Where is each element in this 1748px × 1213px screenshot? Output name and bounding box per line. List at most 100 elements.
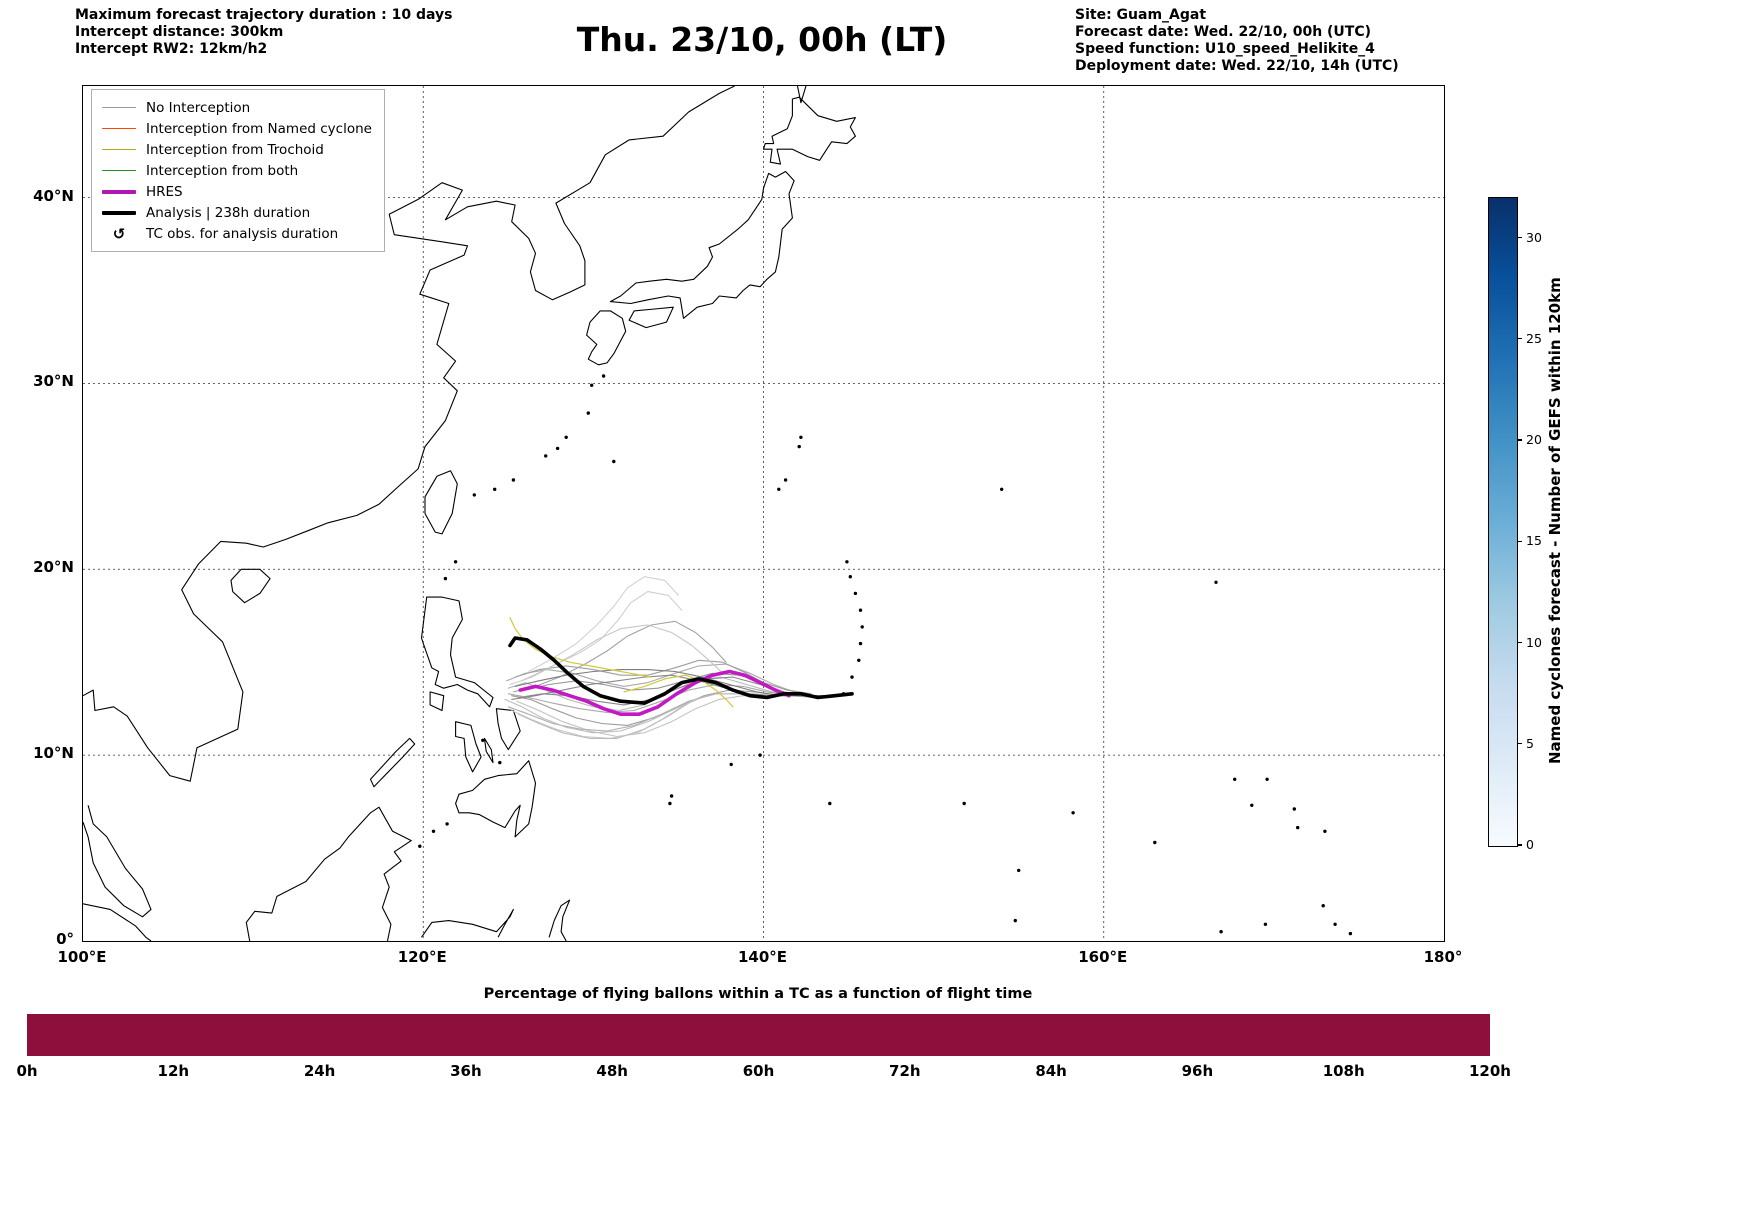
y-tick-label: 30°N	[33, 372, 74, 391]
coastline	[455, 760, 537, 838]
legend-line	[102, 107, 136, 108]
coastline	[762, 96, 856, 165]
page-title: Thu. 23/10, 00h (LT)	[576, 20, 948, 59]
legend-line-swatch	[102, 210, 136, 215]
legend-item: ↺ TC obs. for analysis duration	[102, 223, 372, 244]
coastline	[424, 470, 458, 535]
tc-obs-marker-icon: ↺	[102, 225, 136, 243]
y-tick-label: 0°	[56, 930, 74, 948]
island-dot	[1265, 777, 1269, 781]
legend-line-swatch	[102, 107, 136, 108]
island-dot	[858, 608, 863, 612]
legend-line-swatch	[102, 170, 136, 171]
coastline	[83, 903, 152, 941]
trajectory-no-interception-4	[516, 695, 765, 738]
island-dot	[601, 374, 606, 378]
legend-line	[102, 210, 136, 215]
island-dot	[431, 829, 436, 833]
trajectory-no-interception-12	[524, 672, 812, 695]
island-dot	[797, 444, 801, 449]
coastline	[369, 737, 416, 788]
legend-item-label: Interception from both	[146, 162, 299, 179]
island-dot	[845, 560, 849, 564]
trajectory-no-interception-9	[514, 659, 768, 686]
island-dot	[858, 641, 863, 646]
bottom-tick-label: 108h	[1322, 1062, 1365, 1080]
island-dot	[1214, 580, 1218, 584]
map-plot-area: No Interception Interception from Named c…	[82, 85, 1445, 942]
trajectory-no-interception-10	[504, 693, 717, 734]
colorbar-tick	[1517, 236, 1522, 239]
island-dot	[612, 459, 616, 464]
colorbar-tick-label: 5	[1526, 735, 1534, 751]
header-right-info: Site: Guam_Agat Forecast date: Wed. 22/10…	[1075, 7, 1399, 75]
colorbar-tick	[1517, 641, 1522, 644]
coastline	[420, 596, 494, 708]
bottom-tick-label: 48h	[596, 1062, 628, 1080]
island-dot	[1263, 922, 1268, 926]
trajectory-trochoid-interception-2	[623, 674, 734, 708]
header-info-line: Intercept RW2: 12km/h2	[75, 41, 268, 57]
bottom-tick-label: 0h	[16, 1062, 38, 1080]
island-dot	[857, 658, 861, 662]
legend-line-swatch	[102, 189, 136, 194]
coastline	[628, 306, 674, 329]
rotate-arrow-icon: ↺	[112, 224, 126, 243]
bottom-tick-label: 96h	[1181, 1062, 1214, 1080]
trajectory-trochoid-interception-1	[509, 617, 652, 678]
island-dot	[1153, 840, 1157, 845]
header-info-line: Maximum forecast trajectory duration : 1…	[75, 7, 453, 23]
island-dot	[544, 454, 548, 458]
bottom-tick-label: 12h	[157, 1062, 190, 1080]
island-dot	[850, 675, 854, 679]
legend-line-swatch	[102, 149, 136, 150]
legend-item-label: HRES	[146, 183, 183, 200]
colorbar-tick-label: 15	[1526, 533, 1542, 549]
colorbar-tick	[1517, 844, 1522, 846]
header-info-line: Deployment date: Wed. 22/10, 14h (UTC)	[1075, 58, 1399, 74]
colorbar	[1488, 197, 1518, 847]
coastline	[609, 170, 795, 319]
island-dot	[1296, 825, 1300, 830]
island-dot	[472, 493, 476, 497]
bottom-tick-label: 24h	[303, 1062, 336, 1080]
trajectory-no-interception-13	[528, 576, 679, 673]
trajectory-analysis	[508, 636, 854, 705]
y-tick-label: 40°N	[33, 186, 74, 205]
island-dot	[1348, 931, 1353, 936]
island-dot	[783, 478, 788, 482]
island-dot	[564, 435, 568, 439]
bottom-strip-title: Percentage of flying ballons within a TC…	[483, 986, 1033, 1002]
island-dot	[443, 576, 448, 581]
island-dot	[1250, 803, 1254, 807]
bottom-tick-label: 72h	[889, 1062, 921, 1080]
x-tick-label: 120°E	[397, 948, 447, 966]
legend-item-label: Analysis | 238h duration	[146, 204, 311, 221]
colorbar-tick-label: 25	[1526, 330, 1542, 346]
coastline	[455, 721, 482, 773]
coastline	[421, 908, 514, 938]
bottom-strip-bar	[27, 1014, 1490, 1056]
island-dot	[860, 625, 864, 629]
coastline	[548, 899, 571, 941]
island-dot	[668, 801, 672, 806]
colorbar-tick-label: 20	[1526, 432, 1542, 447]
island-dot	[1292, 807, 1297, 811]
bottom-tick-label: 120h	[1469, 1062, 1511, 1080]
coastline	[230, 568, 271, 604]
colorbar-tick	[1517, 743, 1522, 745]
coastline	[586, 310, 627, 366]
island-dot	[1233, 777, 1237, 781]
x-tick-label: 100°E	[57, 948, 107, 966]
island-dot	[498, 760, 502, 765]
island-dot	[799, 435, 803, 439]
y-tick-label: 10°N	[33, 744, 74, 763]
island-dot	[418, 844, 422, 848]
island-dot	[758, 753, 762, 757]
legend-line	[102, 128, 136, 129]
coastline	[429, 691, 445, 712]
x-tick-label: 140°E	[737, 948, 788, 966]
header-info-line: Speed function: U10_speed_Helikite_4	[1075, 41, 1375, 57]
legend: No Interception Interception from Named c…	[91, 89, 385, 252]
island-dot	[853, 591, 858, 596]
